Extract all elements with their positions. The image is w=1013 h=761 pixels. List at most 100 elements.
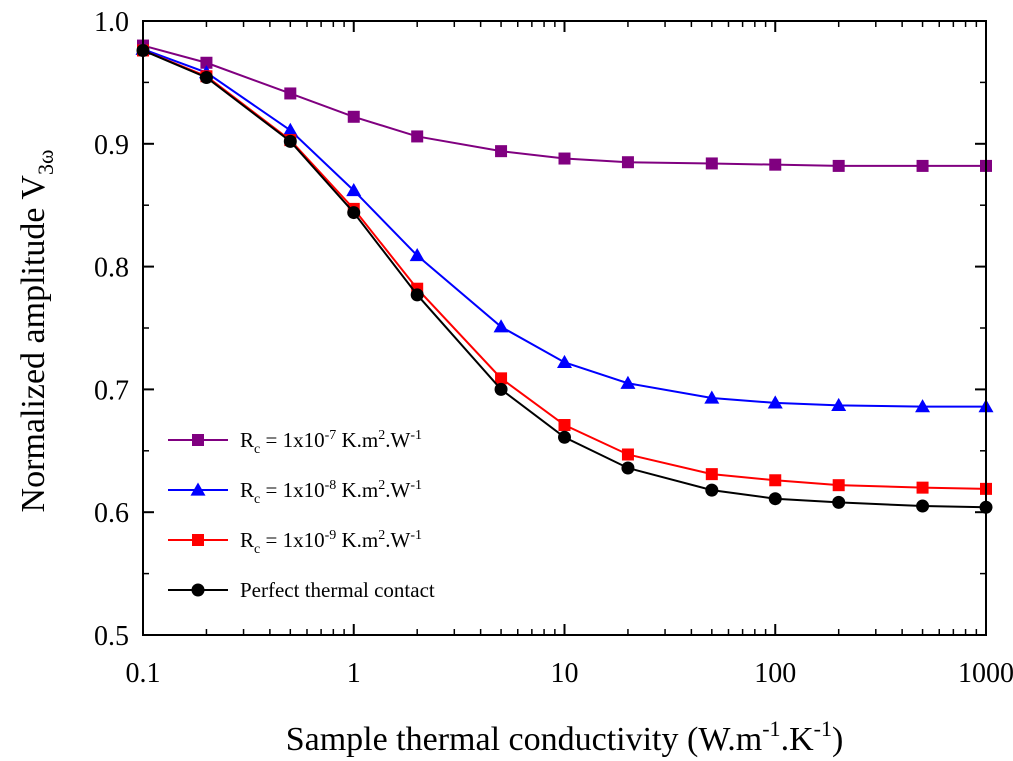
data-point-circle: [410, 288, 424, 302]
data-point-circle: [494, 382, 508, 396]
data-point-square: [558, 152, 571, 165]
legend-label-part: -1: [410, 428, 422, 443]
data-point-triangle: [915, 399, 931, 413]
legend-label: Rc = 1x10-8 K.m2.W-1: [240, 478, 422, 507]
legend-entry: Rc = 1x10-8 K.m2.W-1: [168, 478, 422, 507]
legend-label-part: 2: [378, 428, 385, 443]
legend-label: Perfect thermal contact: [240, 578, 435, 602]
legend-label-part: K.m: [336, 478, 378, 502]
series-layer: [135, 39, 994, 514]
data-point-triangle: [831, 397, 847, 411]
x-tick-label: 100: [754, 658, 796, 689]
data-point-triangle: [704, 390, 720, 404]
data-point-square: [200, 56, 213, 69]
legend-label: Rc = 1x10-9 K.m2.W-1: [240, 528, 422, 557]
y-axis-title: Normalized amplitude V3ω: [15, 150, 58, 513]
axes-layer: 0.1 1 10 100 1000 0.5 0.6 0.7 0.8 0.9 1.0: [94, 7, 1013, 689]
data-point-square: [769, 158, 782, 171]
data-point-triangle: [346, 182, 362, 197]
legend-label-part: 2: [378, 478, 385, 493]
legend-label-part: Perfect thermal contact: [240, 578, 435, 602]
data-point-triangle: [282, 122, 298, 136]
legend-entry: Rc = 1x10-9 K.m2.W-1: [168, 528, 422, 557]
legend-entry: Perfect thermal contact: [168, 578, 435, 602]
data-point-square: [621, 448, 634, 461]
legend-label-part: K.m: [336, 428, 378, 452]
data-point-circle: [832, 495, 846, 509]
legend-entry: Rc = 1x10-7 K.m2.W-1: [168, 428, 422, 457]
data-point-square: [192, 434, 204, 446]
x-axis-title-part: ): [832, 721, 843, 758]
data-point-triangle: [557, 354, 572, 369]
legend-label-part: K.m: [336, 528, 378, 552]
y-tick-label: 0.8: [94, 253, 129, 284]
legend-label-part: R: [240, 528, 254, 552]
legend-label-part: -1: [410, 528, 422, 543]
x-tick-label: 1000: [958, 658, 1013, 689]
data-point-circle: [199, 70, 213, 84]
legend-label-part: 2: [378, 528, 385, 543]
legend-label-part: -7: [325, 428, 337, 443]
data-point-square: [621, 156, 634, 169]
data-point-square: [284, 87, 297, 100]
data-point-square: [832, 479, 845, 492]
data-point-square: [347, 110, 360, 123]
legend-label-part: R: [240, 478, 254, 502]
y-tick-label: 0.7: [94, 375, 129, 406]
y-axis-title-part: 3ω: [33, 150, 58, 175]
x-axis-title-part: Sample thermal conductivity (W.m: [286, 721, 763, 758]
data-point-circle: [191, 583, 205, 597]
legend-label-part: .W: [385, 528, 410, 552]
y-tick-label: 0.9: [94, 130, 129, 161]
legend-label-part: R: [240, 428, 254, 452]
data-point-circle: [916, 499, 930, 513]
legend-label-part: c: [254, 492, 260, 507]
data-point-triangle: [620, 375, 636, 389]
series-1: [137, 39, 992, 172]
legend-label-part: -9: [325, 528, 337, 543]
legend-label-part: c: [254, 442, 260, 457]
legend-label-part: = 1x10: [260, 528, 324, 552]
series-line: [142, 44, 986, 167]
legend-label: Rc = 1x10-7 K.m2.W-1: [240, 428, 422, 457]
data-point-square: [495, 145, 508, 158]
data-point-triangle: [767, 395, 783, 409]
series-4: [136, 43, 993, 514]
data-point-square: [832, 159, 845, 172]
y-tick-label: 0.6: [94, 498, 129, 529]
y-axis-title-part: Normalized amplitude V: [15, 175, 52, 513]
data-point-square: [916, 159, 929, 172]
series-2: [135, 41, 994, 413]
data-point-square: [769, 474, 782, 487]
data-point-circle: [283, 134, 297, 148]
data-point-square: [495, 372, 508, 385]
data-point-square: [558, 419, 571, 432]
data-point-triangle: [409, 248, 425, 262]
legend-label-part: = 1x10: [260, 428, 324, 452]
legend-label-part: -8: [325, 478, 337, 493]
x-axis-title-part: -1: [814, 716, 832, 741]
x-tick-label: 0.1: [126, 658, 161, 689]
data-point-circle: [621, 461, 635, 475]
data-point-square: [705, 468, 718, 481]
legend-label-part: .W: [385, 478, 410, 502]
legend: Rc = 1x10-7 K.m2.W-1Rc = 1x10-8 K.m2.W-1…: [168, 428, 435, 602]
legend-label-part: = 1x10: [260, 478, 324, 502]
data-point-circle: [705, 483, 719, 497]
data-point-triangle: [493, 319, 509, 333]
data-point-circle: [768, 492, 782, 506]
data-point-square: [916, 481, 929, 494]
x-tick-label: 1: [347, 658, 361, 689]
data-point-square: [192, 534, 204, 546]
data-point-square: [411, 130, 424, 143]
legend-label-part: .W: [385, 428, 410, 452]
legend-label-part: c: [254, 542, 260, 557]
y-tick-label: 0.5: [94, 621, 129, 652]
data-point-square: [705, 157, 718, 170]
series-line: [142, 48, 986, 408]
data-point-circle: [558, 430, 571, 444]
x-axis-title-part: -1: [762, 716, 780, 741]
x-axis-title-part: .K: [781, 721, 815, 758]
